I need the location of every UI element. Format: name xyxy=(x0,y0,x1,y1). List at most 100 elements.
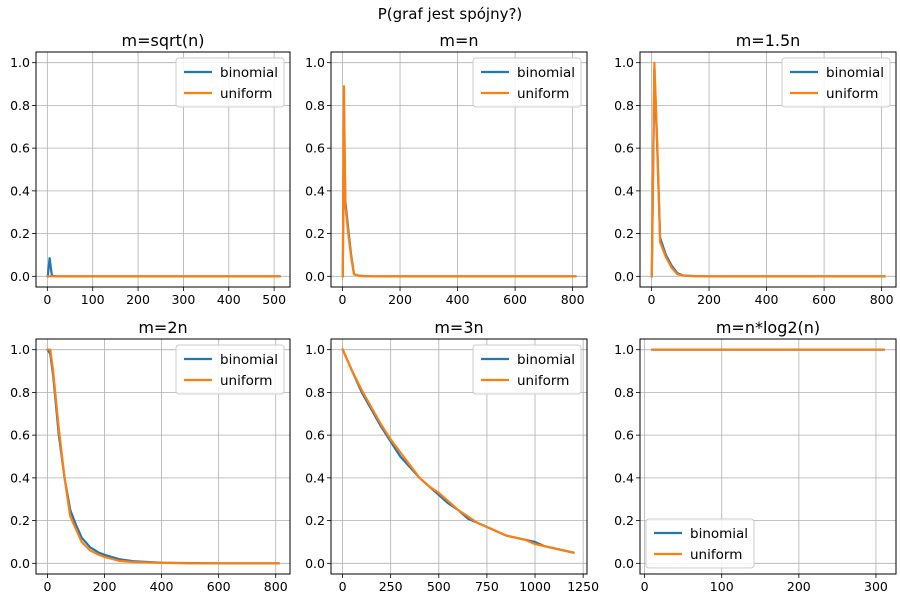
axes-frame xyxy=(35,338,291,575)
subplot-3: m=1.5n 0 200 400 600 800 0.0 0.2 0.4 0.6 0.8 1.0 bin… xyxy=(614,31,897,307)
y-tick-label: 1.0 xyxy=(614,342,634,357)
legend-label-uniform: uniform xyxy=(826,86,878,102)
y-tick-label: 0.4 xyxy=(10,470,30,485)
x-tick-label: 500 xyxy=(262,292,286,307)
x-tick-label: 0 xyxy=(339,292,347,307)
series-line-uniform xyxy=(341,85,577,278)
x-tick-label: 0 xyxy=(43,579,51,594)
y-tick-label: 1.0 xyxy=(10,55,30,70)
legend: binomial uniform xyxy=(472,57,582,108)
y-tick-label: 0.6 xyxy=(305,428,325,443)
legend-label-uniform: uniform xyxy=(220,373,272,389)
x-tick-label: 250 xyxy=(379,579,403,594)
y-tick-label: 0.4 xyxy=(305,470,325,485)
subplot-title: m=1.5n xyxy=(736,31,801,50)
x-tick-label: 600 xyxy=(812,292,836,307)
x-tick-label: 0 xyxy=(648,292,656,307)
x-tick-label: 0 xyxy=(641,579,649,594)
legend-box xyxy=(472,57,582,108)
y-tick-label: 0.2 xyxy=(10,226,30,241)
x-tick-label: 1250 xyxy=(567,579,599,594)
y-tick-label: 1.0 xyxy=(305,55,325,70)
figure-suptitle: P(graf jest spójny?) xyxy=(378,5,523,23)
x-tick-label: 800 xyxy=(264,579,288,594)
y-tick-label: 0.8 xyxy=(305,385,325,400)
y-tick-label: 0.6 xyxy=(305,141,325,156)
legend-label-binomial: binomial xyxy=(517,65,575,81)
legend: binomial uniform xyxy=(472,344,582,395)
x-tick-label: 0 xyxy=(339,579,347,594)
subplot-6: m=n*log2(n) 0 100 200 300 0.0 0.2 0.4 0.6 0.8 1.0 b… xyxy=(614,318,897,594)
legend: binomial uniform xyxy=(175,344,285,395)
legend-label-binomial: binomial xyxy=(220,352,278,368)
legend-box xyxy=(645,518,755,569)
x-tick-label: 200 xyxy=(126,292,150,307)
legend-box xyxy=(781,57,891,108)
y-tick-label: 0.2 xyxy=(305,226,325,241)
x-tick-label: 400 xyxy=(446,292,470,307)
subplot-title: m=3n xyxy=(434,318,483,337)
y-tick-label: 0.8 xyxy=(614,385,634,400)
y-tick-label: 0.8 xyxy=(10,98,30,113)
panels: m=sqrt(n) 0 100 200 300 400 500 0.0 0.2 0.4 0.6 0.8… xyxy=(10,31,897,594)
x-tick-label: 400 xyxy=(150,579,174,594)
subplot-1: m=sqrt(n) 0 100 200 300 400 500 0.0 0.2 0.4 0.6 0.8… xyxy=(10,31,291,307)
y-tick-label: 0.4 xyxy=(10,183,30,198)
x-tick-label: 600 xyxy=(207,579,231,594)
y-tick-label: 0.6 xyxy=(10,141,30,156)
y-tick-label: 0.4 xyxy=(614,470,634,485)
y-tick-label: 0.0 xyxy=(614,556,634,571)
x-tick-label: 200 xyxy=(93,579,117,594)
subplot-title: m=sqrt(n) xyxy=(122,31,205,50)
x-tick-label: 800 xyxy=(870,292,894,307)
legend-label-uniform: uniform xyxy=(517,86,569,102)
axes-frame xyxy=(35,51,291,288)
y-tick-label: 1.0 xyxy=(305,342,325,357)
x-tick-label: 800 xyxy=(561,292,585,307)
y-tick-label: 0.4 xyxy=(614,183,634,198)
y-tick-label: 0.4 xyxy=(305,183,325,198)
y-tick-label: 1.0 xyxy=(10,342,30,357)
legend-label-binomial: binomial xyxy=(220,65,278,81)
y-tick-label: 0.8 xyxy=(10,385,30,400)
series-line-uniform xyxy=(650,61,886,278)
y-tick-label: 0.0 xyxy=(305,556,325,571)
y-tick-label: 0.2 xyxy=(10,513,30,528)
legend-label-binomial: binomial xyxy=(826,65,884,81)
legend: binomial uniform xyxy=(781,57,891,108)
x-tick-label: 750 xyxy=(475,579,499,594)
axes-frame xyxy=(330,51,588,288)
legend: binomial uniform xyxy=(175,57,285,108)
y-tick-label: 0.6 xyxy=(614,141,634,156)
y-tick-label: 0.0 xyxy=(305,269,325,284)
x-tick-label: 200 xyxy=(787,579,811,594)
series-line-uniform xyxy=(46,348,280,565)
y-tick-label: 0.0 xyxy=(614,269,634,284)
x-tick-label: 400 xyxy=(755,292,779,307)
x-tick-label: 200 xyxy=(388,292,412,307)
y-tick-label: 0.2 xyxy=(305,513,325,528)
legend-label-binomial: binomial xyxy=(690,526,748,542)
legend-label-uniform: uniform xyxy=(517,373,569,389)
x-tick-label: 100 xyxy=(710,579,734,594)
subplot-4: m=2n 0 200 400 600 800 0.0 0.2 0.4 0.6 0.8 1.0 binom… xyxy=(10,318,291,594)
y-tick-label: 0.0 xyxy=(10,556,30,571)
x-tick-label: 300 xyxy=(171,292,195,307)
x-tick-label: 0 xyxy=(43,292,51,307)
legend-box xyxy=(472,344,582,395)
legend-label-uniform: uniform xyxy=(220,86,272,102)
legend-label-binomial: binomial xyxy=(517,352,575,368)
legend-box xyxy=(175,344,285,395)
subplot-title: m=n*log2(n) xyxy=(716,318,820,337)
axes-frame xyxy=(639,51,897,288)
axes-frame xyxy=(639,338,897,575)
subplot-5: m=3n 0 250 500 750 1000 1250 0.0 0.2 0.4 0.6 0.8 1.0… xyxy=(305,318,599,594)
axes-frame xyxy=(330,338,588,575)
x-tick-label: 500 xyxy=(427,579,451,594)
subplot-2: m=n 0 200 400 600 800 0.0 0.2 0.4 0.6 0.8 1.0 binomi… xyxy=(305,31,588,307)
x-tick-label: 600 xyxy=(503,292,527,307)
legend-box xyxy=(175,57,285,108)
y-tick-label: 0.6 xyxy=(10,428,30,443)
